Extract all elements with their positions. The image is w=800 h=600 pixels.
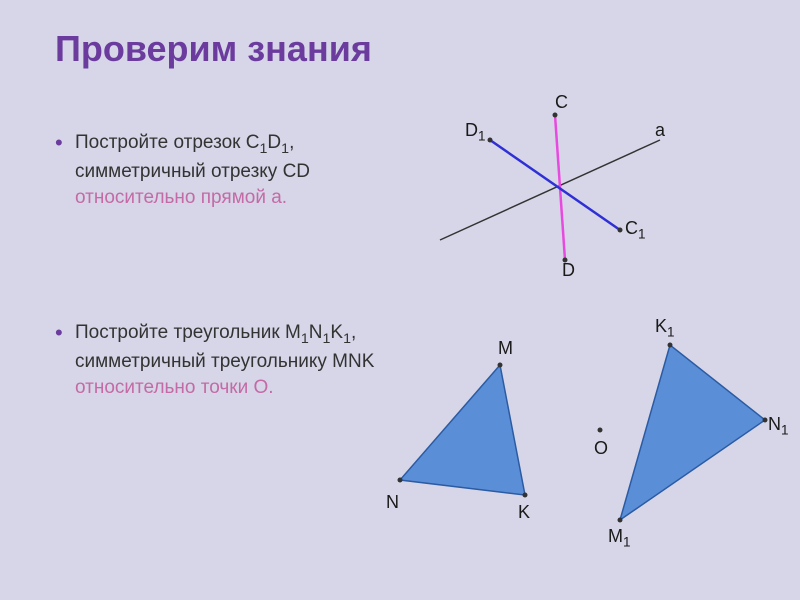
vertex-label-C: C bbox=[555, 92, 568, 113]
vertex-label-N1: N1 bbox=[768, 414, 789, 438]
vertex-label-N: N bbox=[386, 492, 399, 513]
task2-mid1: N bbox=[309, 322, 323, 343]
task1-mid1: D bbox=[267, 132, 281, 153]
vertex-label-O: O bbox=[594, 438, 608, 459]
vertex-label-M: M bbox=[498, 338, 513, 359]
task1-text: Постройте отрезок C1D1, симметричный отр… bbox=[75, 130, 415, 210]
vertex-label-K: K bbox=[518, 502, 530, 523]
page-title: Проверим знания bbox=[55, 28, 372, 70]
vertex-label-a: a bbox=[655, 120, 665, 141]
task2-pre: Постройте треугольник M bbox=[75, 322, 301, 343]
vertex-label-D: D bbox=[562, 260, 575, 281]
task1-pre: Постройте отрезок C bbox=[75, 132, 259, 153]
vertex-label-C1: C1 bbox=[625, 218, 646, 242]
diagram1-svg bbox=[400, 100, 780, 300]
vertex-label-M1: M1 bbox=[608, 526, 631, 550]
vertex-label-D1: D1 bbox=[465, 120, 486, 144]
task2-mid2: K bbox=[330, 322, 343, 343]
diagram-point-symmetry: MK1NKM1N1O bbox=[360, 320, 790, 570]
task1-highlight: относительно прямой a. bbox=[75, 187, 287, 208]
vertex-label-K1: K1 bbox=[655, 316, 675, 340]
diagram-axial-symmetry: D1CaC1D bbox=[400, 100, 780, 300]
diagram2-svg bbox=[360, 320, 790, 570]
task2-highlight: относительно точки O. bbox=[75, 377, 274, 398]
